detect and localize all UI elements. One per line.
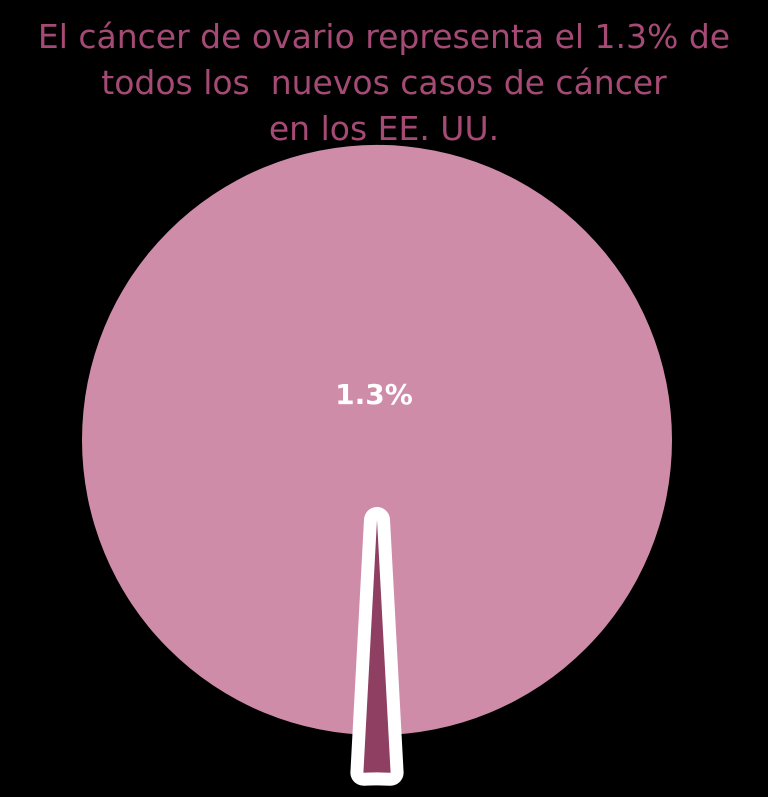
pie-slice-other [81, 144, 672, 736]
title-line-3: en los EE. UU. [268, 109, 500, 148]
chart-title: El cáncer de ovario representa el 1.3% d… [0, 14, 768, 152]
title-line-1: El cáncer de ovario representa el 1.3% d… [37, 17, 731, 56]
pie-slice-highlight [363, 520, 391, 773]
title-line-2: todos los nuevos casos de cáncer [101, 63, 667, 102]
slice-data-label: 1.3% [335, 378, 413, 411]
